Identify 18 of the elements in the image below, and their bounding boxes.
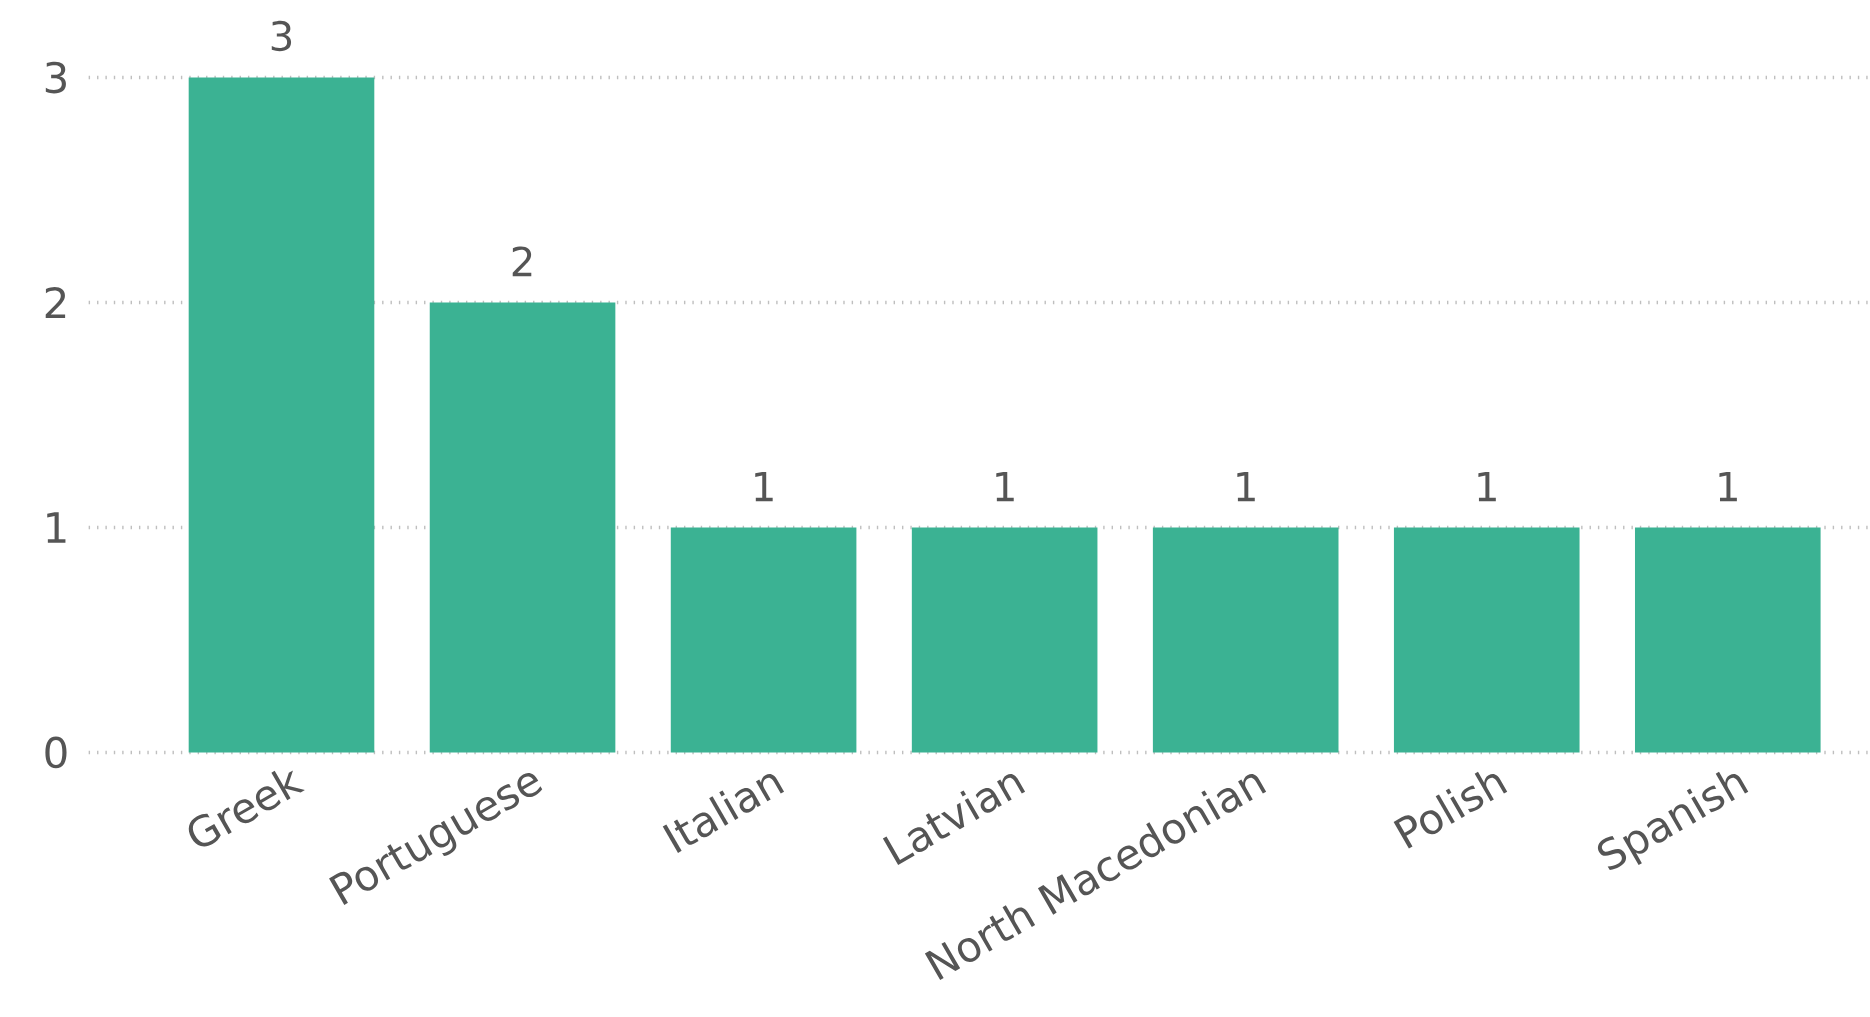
bar [188,77,375,753]
bar [670,527,857,753]
data-label: 2 [512,246,532,277]
data-label: 1 [755,471,773,502]
bar [429,302,616,753]
bar [1393,527,1580,753]
bar [1634,527,1821,753]
data-label: 1 [1478,471,1496,502]
y-tick-label: 3 [45,61,66,94]
y-tick-label: 2 [45,286,66,319]
data-label: 1 [1237,471,1255,502]
data-label: 3 [271,20,292,52]
y-tick-label: 1 [47,512,66,543]
bar [911,527,1098,753]
y-tick-label: 0 [45,736,67,769]
bar [1152,527,1339,753]
data-label: 1 [1719,471,1737,502]
data-label: 1 [996,471,1014,502]
